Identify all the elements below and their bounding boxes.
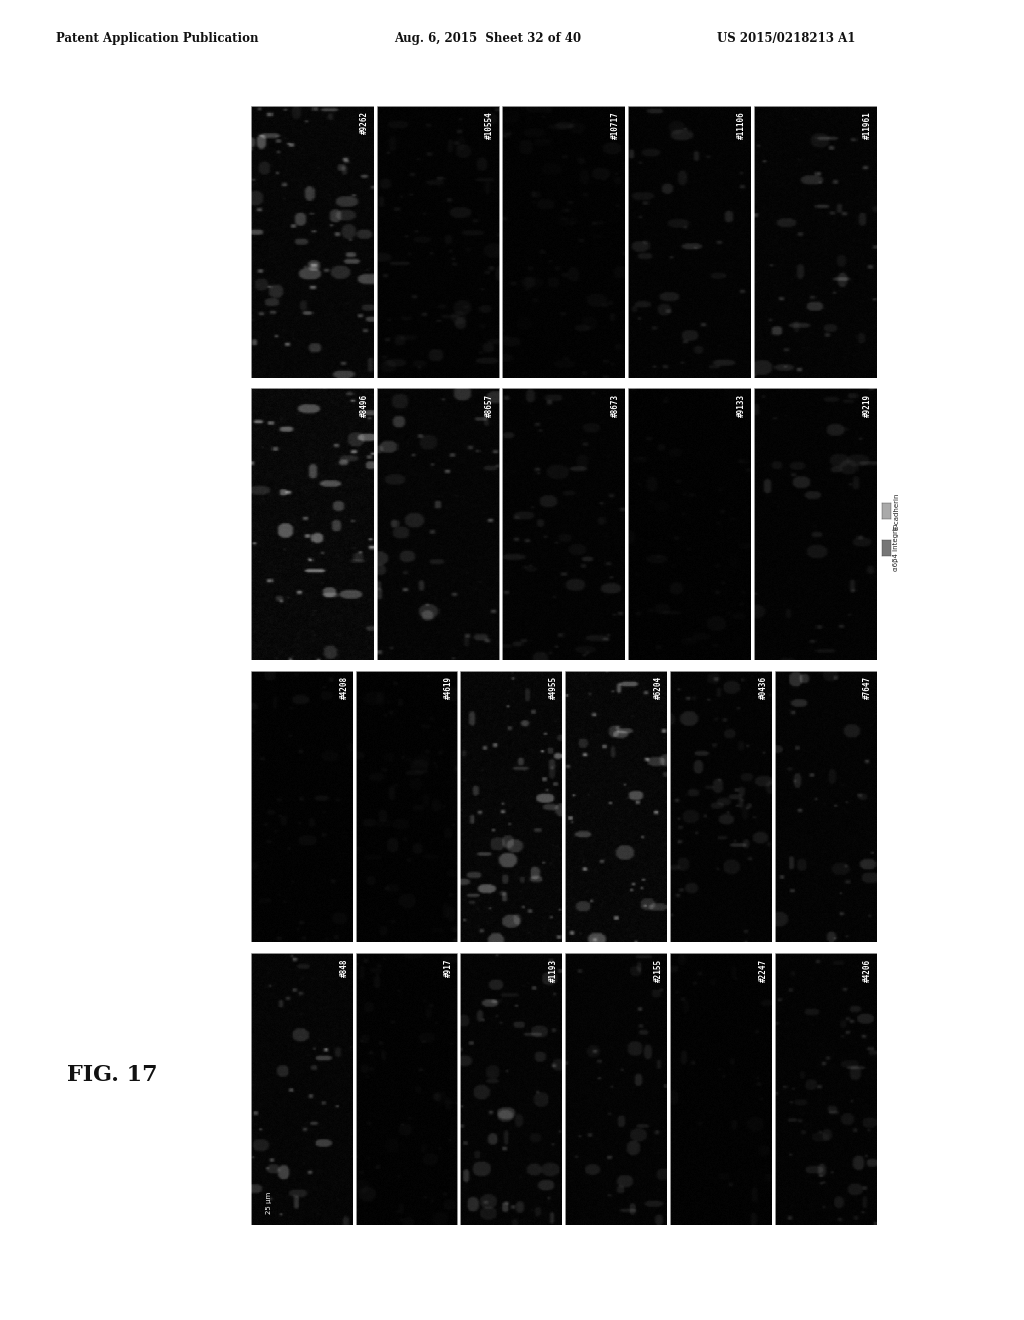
Text: #4619: #4619	[444, 676, 454, 700]
Text: E-cadherin: E-cadherin	[893, 492, 899, 529]
Text: #11106: #11106	[737, 111, 745, 139]
Text: #2155: #2155	[654, 958, 663, 982]
Text: US 2015/0218213 A1: US 2015/0218213 A1	[717, 32, 855, 45]
Text: #10554: #10554	[485, 111, 495, 139]
Text: FIG. 17: FIG. 17	[67, 1064, 158, 1086]
Text: Patent Application Publication: Patent Application Publication	[56, 32, 259, 45]
Text: #848: #848	[340, 958, 348, 977]
Text: #2247: #2247	[759, 958, 768, 982]
Text: #7647: #7647	[863, 676, 872, 700]
Text: #8673: #8673	[611, 393, 621, 417]
Text: #6204: #6204	[654, 676, 663, 700]
Text: #8657: #8657	[485, 393, 495, 417]
Text: #4208: #4208	[340, 676, 348, 700]
Text: α6β4 integrin: α6β4 integrin	[893, 524, 899, 572]
Text: Aug. 6, 2015  Sheet 32 of 40: Aug. 6, 2015 Sheet 32 of 40	[394, 32, 582, 45]
Text: #4206: #4206	[863, 958, 872, 982]
Text: #917: #917	[444, 958, 454, 977]
Text: #9262: #9262	[359, 111, 369, 135]
Text: #8496: #8496	[359, 393, 369, 417]
Text: #0436: #0436	[759, 676, 768, 700]
Text: #4955: #4955	[549, 676, 558, 700]
Text: #9219: #9219	[862, 393, 871, 417]
Text: #1193: #1193	[549, 958, 558, 982]
Text: 25 μm: 25 μm	[266, 1192, 272, 1214]
Text: #9133: #9133	[737, 393, 745, 417]
Text: #10717: #10717	[611, 111, 621, 139]
Text: #11961: #11961	[862, 111, 871, 139]
